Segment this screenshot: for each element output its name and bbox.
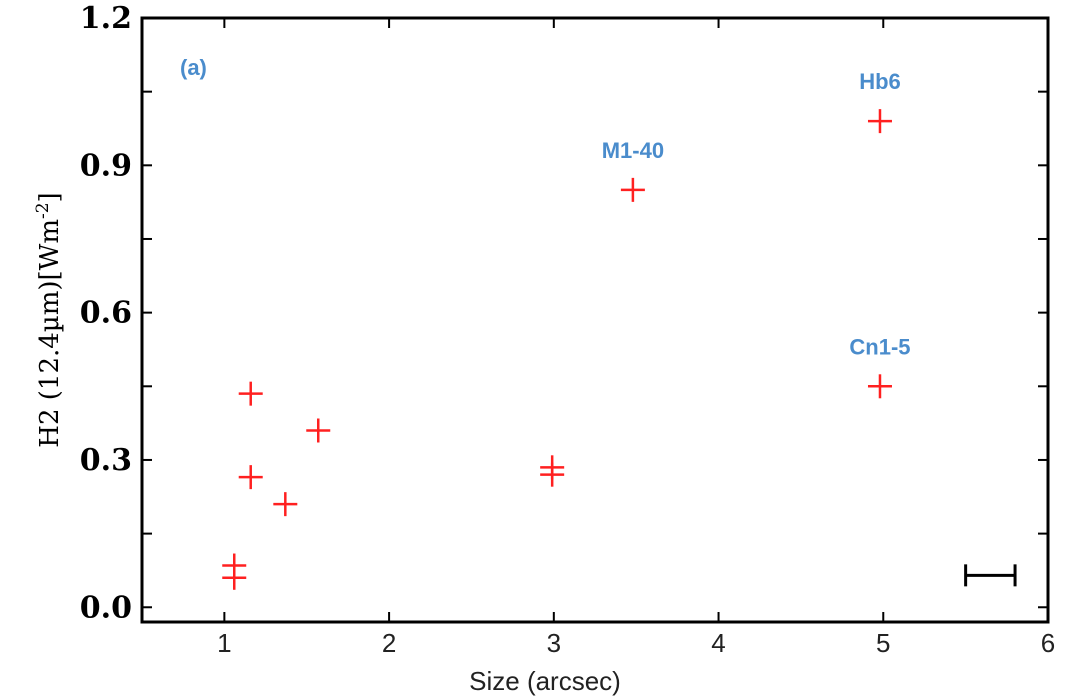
x-tick-label: 4 xyxy=(711,628,725,658)
data-point xyxy=(867,374,892,399)
y-axis: 0.0 0.3 0.6 0.9 1.2 xyxy=(80,1,1048,625)
data-point xyxy=(306,418,331,443)
x-axis-label: Size (arcsec) xyxy=(469,666,621,696)
y-axis-label: H2 (12.4µm)[Wm-2] xyxy=(33,192,65,447)
data-point xyxy=(222,553,247,578)
x-tick-label: 6 xyxy=(1041,628,1055,658)
x-tick-label: 5 xyxy=(876,628,890,658)
point-annotation: Cn1-5 xyxy=(849,334,910,359)
y-axis-label-main: H2 (12.4µm)[Wm xyxy=(35,219,65,448)
panel-label: (a) xyxy=(180,55,207,80)
x-tick-label: 2 xyxy=(382,628,396,658)
error-bar xyxy=(964,564,1017,587)
y-axis-label-sup: -2 xyxy=(33,202,53,219)
data-point xyxy=(867,109,892,134)
x-tick-label: 3 xyxy=(547,628,561,658)
data-point xyxy=(238,381,263,406)
data-point xyxy=(540,455,565,480)
y-axis-label-end: ] xyxy=(35,192,65,202)
point-annotation: M1-40 xyxy=(602,138,664,163)
data-point xyxy=(273,492,298,517)
x-tick-label: 1 xyxy=(217,628,231,658)
annotations: M1-40 Hb6 Cn1-5 xyxy=(602,69,911,359)
point-annotation: Hb6 xyxy=(859,69,901,94)
x-axis: 1 2 3 4 5 6 xyxy=(217,18,1055,658)
data-point xyxy=(620,177,645,202)
y-tick-label: 0.3 xyxy=(80,443,132,478)
y-tick-label: 1.2 xyxy=(80,1,132,36)
data-point xyxy=(238,465,263,490)
y-tick-label: 0.6 xyxy=(80,296,132,331)
data-points xyxy=(222,109,892,590)
plot-frame xyxy=(140,16,1050,624)
y-tick-label: 0.0 xyxy=(80,590,132,625)
y-tick-label: 0.9 xyxy=(80,148,132,183)
